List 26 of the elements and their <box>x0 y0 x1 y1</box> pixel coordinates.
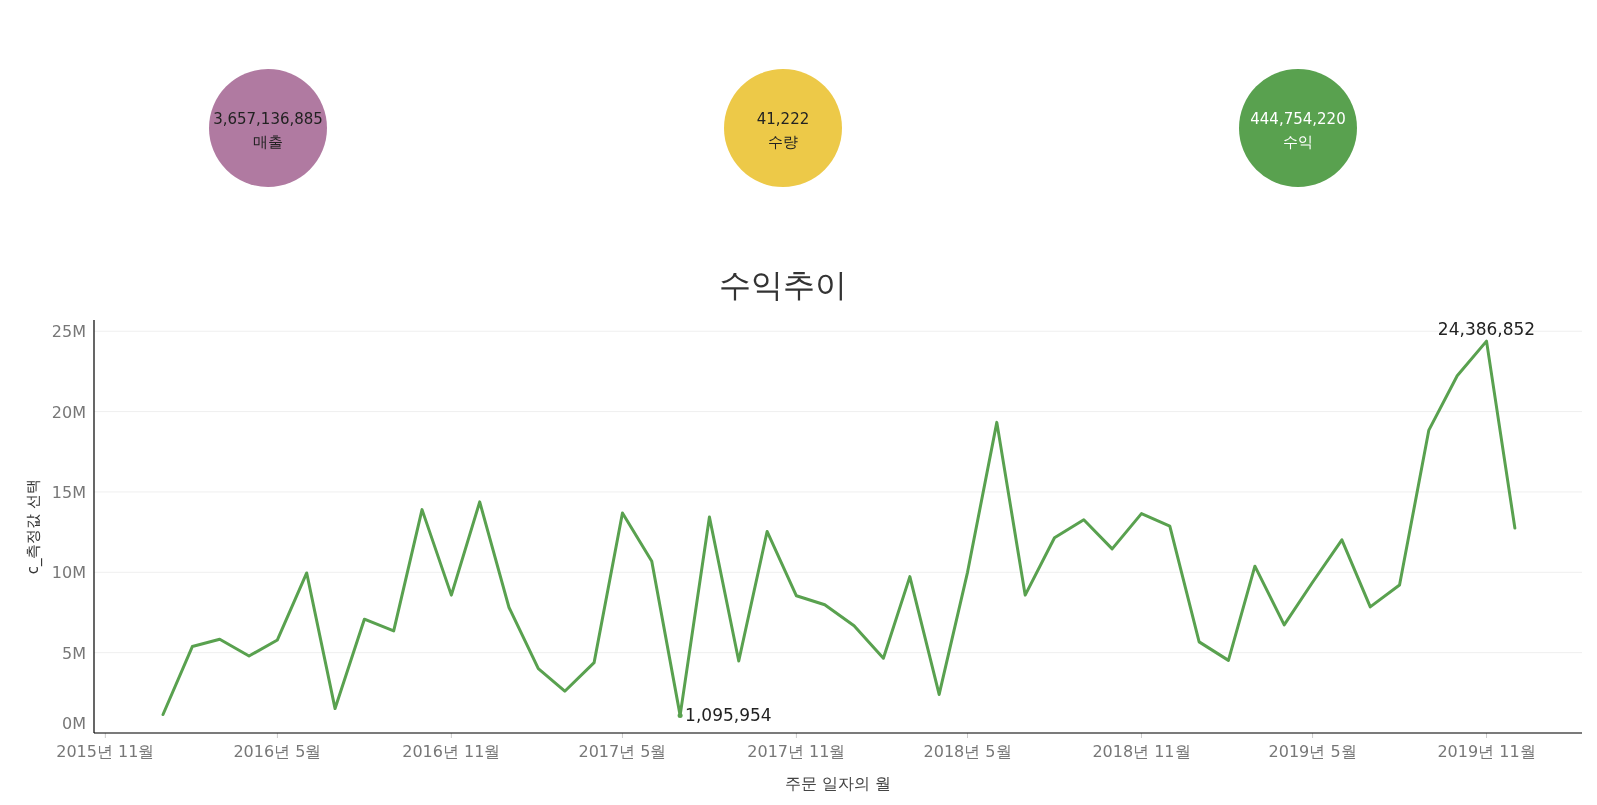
x-tick-label: 2019년 11월 <box>1437 742 1536 761</box>
text: 444,754,220 <box>1250 110 1346 128</box>
y-tick-label: 5M <box>62 643 86 663</box>
y-tick-label: 15M <box>51 482 86 502</box>
y-tick-label: 25M <box>51 322 86 342</box>
x-tick-label: 2018년 5월 <box>923 742 1012 761</box>
x-tick-label: 2017년 11월 <box>747 742 846 761</box>
category-label: 수익 <box>1283 133 1313 151</box>
x-tick-label: 2017년 5월 <box>578 742 667 761</box>
x-axis-title: 주문 일자의 월 <box>784 774 892 793</box>
data-label: 24,386,852 <box>1437 319 1536 340</box>
data-label: 1,095,954 <box>685 705 772 726</box>
y-tick-label: 0M <box>62 714 86 733</box>
x-tick-label: 2016년 11월 <box>402 742 501 761</box>
y-tick-label: 10M <box>51 563 86 583</box>
x-tick-label: 2015년 11월 <box>56 742 155 761</box>
x-tick-label: 2018년 11월 <box>1092 742 1191 761</box>
y-tick-label: 20M <box>51 402 86 422</box>
text: 41,222 <box>756 110 810 128</box>
y-axis-title: c_측정값 선택 <box>24 478 43 575</box>
x-tick-label: 2019년 5월 <box>1268 742 1357 761</box>
chart-title: 수익추이 <box>719 266 847 304</box>
x-tick-label: 2016년 5월 <box>233 742 322 761</box>
category-label: 수량 <box>768 133 798 151</box>
text: 3,657,136,885 <box>213 110 323 128</box>
category-label: 매출 <box>253 133 283 151</box>
